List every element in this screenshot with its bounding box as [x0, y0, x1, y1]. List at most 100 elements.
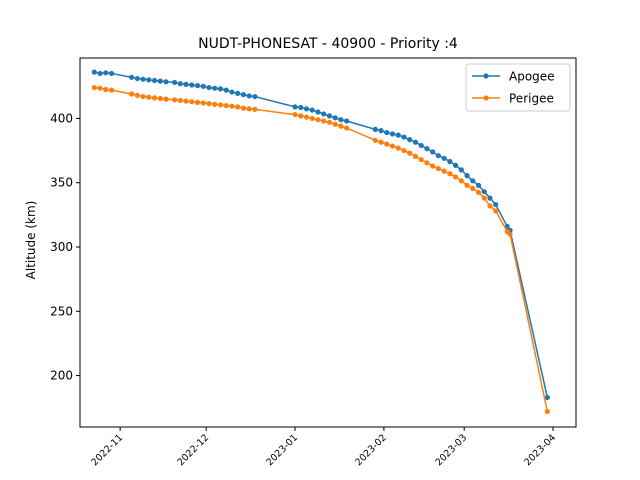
perigee-point — [470, 185, 476, 192]
legend-perigee-marker — [483, 95, 489, 101]
perigee-point — [235, 104, 241, 110]
apogee-point — [412, 139, 419, 145]
perigee-point — [298, 113, 304, 119]
legend: Apogee Perigee — [465, 63, 571, 112]
apogee-point — [223, 87, 229, 93]
apogee-point — [384, 129, 390, 136]
apogee-point — [212, 85, 218, 91]
apogee-point — [189, 82, 195, 88]
apogee-point — [481, 189, 487, 195]
apogee-point — [246, 93, 252, 99]
perigee-point — [129, 91, 135, 97]
apogee-point — [372, 126, 378, 132]
perigee-point — [493, 208, 499, 214]
perigee-point — [246, 106, 252, 112]
perigee-point — [424, 160, 430, 166]
perigee-point — [146, 94, 152, 100]
apogee-point — [424, 146, 430, 152]
perigee-point — [401, 147, 407, 154]
apogee-point — [292, 104, 298, 110]
perigee-point — [194, 99, 201, 105]
legend-apogee-label: Apogee — [509, 70, 555, 84]
legend-perigee-label: Perigee — [509, 92, 554, 106]
perigee-point — [189, 99, 195, 105]
perigee-point — [183, 98, 189, 104]
perigee-point — [223, 102, 229, 109]
apogee-point — [157, 78, 163, 84]
perigee-point — [395, 145, 401, 151]
apogee-point — [395, 132, 401, 138]
perigee-point — [240, 105, 247, 111]
perigee-point — [212, 101, 218, 107]
perigee-point — [309, 115, 315, 122]
perigee-point — [452, 174, 459, 180]
perigee-point — [217, 102, 224, 108]
perigee-point — [544, 408, 550, 415]
apogee-point — [103, 70, 109, 76]
apogee-point — [97, 70, 103, 77]
apogee-point — [418, 142, 424, 149]
apogee-point — [338, 117, 344, 123]
apogee-point — [378, 128, 384, 134]
perigee-point — [134, 92, 140, 98]
perigee-point — [412, 153, 419, 159]
perigee-point — [338, 123, 344, 129]
perigee-point — [435, 165, 441, 172]
perigee-point — [163, 96, 169, 102]
apogee-point — [475, 182, 482, 188]
apogee-point — [240, 92, 247, 98]
perigee-point — [430, 163, 436, 169]
perigee-point — [407, 150, 413, 156]
plot-area — [91, 69, 550, 415]
perigee-point — [157, 95, 163, 102]
perigee-point — [389, 143, 396, 149]
perigee-point — [481, 195, 487, 201]
apogee-point — [326, 113, 333, 119]
x-tick-label: 2022-11 — [89, 432, 125, 468]
y-tick-label: 350 — [50, 176, 73, 190]
apogee-point — [129, 74, 135, 80]
apogee-point — [177, 81, 183, 87]
perigee-point — [315, 117, 321, 123]
perigee-point — [292, 111, 298, 118]
perigee-point — [332, 121, 338, 127]
y-tick-label: 400 — [50, 111, 73, 125]
perigee-point — [140, 93, 146, 100]
x-tick-label: 2022-12 — [175, 432, 211, 468]
apogee-point — [430, 149, 436, 155]
perigee-point — [384, 141, 390, 147]
apogee-point — [194, 83, 201, 89]
perigee-point — [487, 203, 493, 209]
y-axis-label: Altitude (km) — [24, 201, 38, 280]
apogee-point — [407, 137, 413, 143]
perigee-point — [97, 85, 103, 91]
perigee-point — [372, 137, 378, 143]
perigee-point — [206, 101, 212, 107]
apogee-point — [183, 81, 189, 87]
apogee-point — [229, 89, 235, 95]
apogee-point — [315, 109, 321, 115]
apogee-point — [493, 201, 499, 208]
perigee-point — [441, 168, 447, 174]
perigee-point — [91, 84, 97, 91]
apogee-point — [452, 162, 459, 168]
x-tick-label: 2023-02 — [353, 432, 389, 468]
apogee-point — [464, 173, 470, 179]
perigee-point — [418, 156, 424, 163]
perigee-point — [507, 231, 513, 237]
apogee-point — [303, 106, 310, 112]
perigee-point — [303, 114, 310, 120]
apogee-point — [252, 93, 258, 100]
apogee-point — [235, 90, 241, 96]
apogee-point — [91, 69, 97, 75]
perigee-line — [94, 86, 549, 412]
perigee-point — [103, 86, 109, 93]
apogee-point — [389, 131, 396, 137]
apogee-point — [458, 167, 464, 173]
perigee-point — [464, 182, 470, 188]
apogee-point — [200, 83, 206, 89]
perigee-point — [475, 189, 482, 195]
y-tick-label: 250 — [50, 304, 73, 318]
perigee-point — [378, 139, 384, 145]
